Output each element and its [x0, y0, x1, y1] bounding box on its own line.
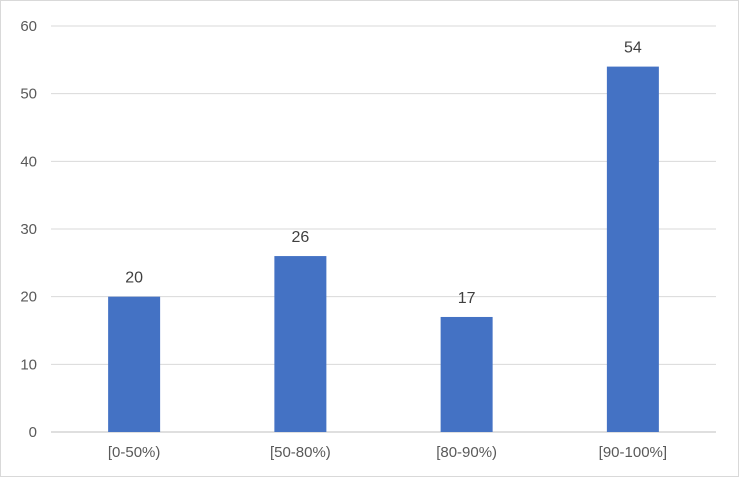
y-tick-label: 20: [20, 289, 37, 306]
x-tick-label: [0-50%): [108, 444, 161, 461]
data-labels: 20 26 17 54: [125, 40, 642, 307]
y-tick-label: 0: [29, 424, 37, 441]
gridlines: [51, 25, 716, 433]
data-label: 17: [458, 290, 476, 307]
bar: [440, 316, 493, 432]
x-tick-label: [80-90%): [436, 444, 497, 461]
y-axis-tick-labels: 0 10 20 30 40 50 60: [20, 18, 37, 441]
x-axis-tick-labels: [0-50%) [50-80%) [80-90%) [90-100%]: [108, 444, 667, 461]
bar: [606, 66, 659, 432]
y-tick-label: 10: [20, 356, 37, 373]
data-label: 54: [624, 40, 642, 57]
data-label: 26: [291, 229, 309, 246]
x-tick-label: [90-100%]: [599, 444, 667, 461]
data-label: 20: [125, 270, 143, 287]
y-tick-label: 60: [20, 18, 37, 35]
bars: [108, 66, 659, 432]
x-tick-label: [50-80%): [270, 444, 331, 461]
y-tick-label: 40: [20, 153, 37, 170]
bar: [108, 296, 161, 432]
bar: [274, 256, 327, 432]
y-tick-label: 50: [20, 86, 37, 103]
y-tick-label: 30: [20, 221, 37, 238]
